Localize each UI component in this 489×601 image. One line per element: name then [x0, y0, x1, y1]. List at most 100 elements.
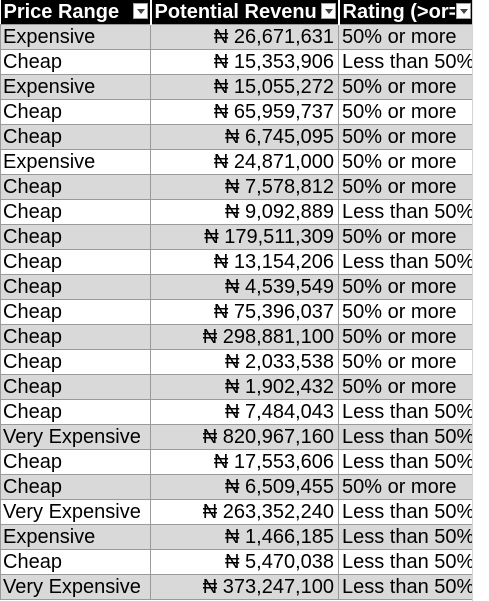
- table-row: Cheap ₦ 75,396,037 50% or more: [1, 300, 473, 325]
- price-range-cell[interactable]: Cheap: [1, 100, 151, 125]
- potential-revenue-cell[interactable]: ₦ 24,871,000: [151, 150, 339, 175]
- rating-cell[interactable]: Less than 50%: [339, 450, 473, 475]
- filter-dropdown-icon[interactable]: [456, 3, 471, 19]
- rating-cell[interactable]: Less than 50%: [339, 250, 473, 275]
- filter-dropdown-icon[interactable]: [133, 3, 148, 19]
- potential-revenue-cell[interactable]: ₦ 373,247,100: [151, 575, 339, 600]
- table-row: Expensive ₦ 15,055,272 50% or more: [1, 75, 473, 100]
- column-header-label: Rating (>or=: [343, 0, 455, 24]
- rating-cell[interactable]: Less than 50%: [339, 575, 473, 600]
- column-header-label: Price Range: [4, 0, 120, 24]
- rating-cell[interactable]: 50% or more: [339, 475, 473, 500]
- rating-cell[interactable]: 50% or more: [339, 150, 473, 175]
- potential-revenue-cell[interactable]: ₦ 75,396,037: [151, 300, 339, 325]
- potential-revenue-cell[interactable]: ₦ 5,470,038: [151, 550, 339, 575]
- price-range-cell[interactable]: Very Expensive: [1, 575, 151, 600]
- potential-revenue-cell[interactable]: ₦ 298,881,100: [151, 325, 339, 350]
- potential-revenue-cell[interactable]: ₦ 6,509,455: [151, 475, 339, 500]
- rating-cell[interactable]: 50% or more: [339, 300, 473, 325]
- table-row: Cheap ₦ 7,578,812 50% or more: [1, 175, 473, 200]
- table-body: Expensive ₦ 26,671,631 50% or more Cheap ₦ 1…: [1, 25, 473, 600]
- price-range-cell[interactable]: Expensive: [1, 25, 151, 50]
- table-row: Very Expensive ₦ 820,967,160 Less than 50%: [1, 425, 473, 450]
- column-header-potential-revenue[interactable]: Potential Revenu: [151, 0, 339, 25]
- price-range-cell[interactable]: Expensive: [1, 150, 151, 175]
- potential-revenue-cell[interactable]: ₦ 2,033,538: [151, 350, 339, 375]
- price-range-cell[interactable]: Cheap: [1, 450, 151, 475]
- table-row: Cheap ₦ 13,154,206 Less than 50%: [1, 250, 473, 275]
- potential-revenue-cell[interactable]: ₦ 7,484,043: [151, 400, 339, 425]
- column-header-label: Potential Revenu: [155, 0, 317, 24]
- potential-revenue-cell[interactable]: ₦ 7,578,812: [151, 175, 339, 200]
- table-row: Cheap ₦ 15,353,906 Less than 50%: [1, 50, 473, 75]
- table-row: Cheap ₦ 6,509,455 50% or more: [1, 475, 473, 500]
- table-row: Cheap ₦ 65,959,737 50% or more: [1, 100, 473, 125]
- rating-cell[interactable]: Less than 50%: [339, 550, 473, 575]
- table-row: Cheap ₦ 179,511,309 50% or more: [1, 225, 473, 250]
- filter-dropdown-icon[interactable]: [321, 3, 336, 19]
- price-range-cell[interactable]: Very Expensive: [1, 500, 151, 525]
- price-range-cell[interactable]: Very Expensive: [1, 425, 151, 450]
- potential-revenue-cell[interactable]: ₦ 4,539,549: [151, 275, 339, 300]
- price-range-cell[interactable]: Cheap: [1, 400, 151, 425]
- price-range-cell[interactable]: Cheap: [1, 325, 151, 350]
- potential-revenue-cell[interactable]: ₦ 820,967,160: [151, 425, 339, 450]
- potential-revenue-cell[interactable]: ₦ 1,902,432: [151, 375, 339, 400]
- price-range-cell[interactable]: Cheap: [1, 475, 151, 500]
- rating-cell[interactable]: Less than 50%: [339, 525, 473, 550]
- column-header-price-range[interactable]: Price Range: [1, 0, 151, 25]
- price-range-cell[interactable]: Expensive: [1, 525, 151, 550]
- price-range-cell[interactable]: Cheap: [1, 250, 151, 275]
- price-range-cell[interactable]: Cheap: [1, 300, 151, 325]
- rating-cell[interactable]: Less than 50%: [339, 425, 473, 450]
- rating-cell[interactable]: 50% or more: [339, 350, 473, 375]
- table-row: Expensive ₦ 24,871,000 50% or more: [1, 150, 473, 175]
- price-range-cell[interactable]: Cheap: [1, 125, 151, 150]
- price-range-cell[interactable]: Cheap: [1, 50, 151, 75]
- table-row: Cheap ₦ 5,470,038 Less than 50%: [1, 550, 473, 575]
- potential-revenue-cell[interactable]: ₦ 17,553,606: [151, 450, 339, 475]
- table-row: Cheap ₦ 4,539,549 50% or more: [1, 275, 473, 300]
- potential-revenue-cell[interactable]: ₦ 65,959,737: [151, 100, 339, 125]
- rating-cell[interactable]: 50% or more: [339, 125, 473, 150]
- rating-cell[interactable]: 50% or more: [339, 100, 473, 125]
- potential-revenue-cell[interactable]: ₦ 9,092,889: [151, 200, 339, 225]
- rating-cell[interactable]: 50% or more: [339, 75, 473, 100]
- potential-revenue-cell[interactable]: ₦ 6,745,095: [151, 125, 339, 150]
- price-range-cell[interactable]: Expensive: [1, 75, 151, 100]
- price-range-cell[interactable]: Cheap: [1, 550, 151, 575]
- potential-revenue-cell[interactable]: ₦ 26,671,631: [151, 25, 339, 50]
- price-range-cell[interactable]: Cheap: [1, 200, 151, 225]
- potential-revenue-cell[interactable]: ₦ 13,154,206: [151, 250, 339, 275]
- rating-cell[interactable]: 50% or more: [339, 25, 473, 50]
- table-row: Cheap ₦ 6,745,095 50% or more: [1, 125, 473, 150]
- price-range-cell[interactable]: Cheap: [1, 275, 151, 300]
- price-range-cell[interactable]: Cheap: [1, 350, 151, 375]
- column-header-rating[interactable]: Rating (>or=: [339, 0, 473, 25]
- table-row: Cheap ₦ 17,553,606 Less than 50%: [1, 450, 473, 475]
- table-row: Cheap ₦ 2,033,538 50% or more: [1, 350, 473, 375]
- price-range-cell[interactable]: Cheap: [1, 375, 151, 400]
- potential-revenue-cell[interactable]: ₦ 1,466,185: [151, 525, 339, 550]
- rating-cell[interactable]: 50% or more: [339, 225, 473, 250]
- table-row: Cheap ₦ 7,484,043 Less than 50%: [1, 400, 473, 425]
- column-divider: [472, 0, 473, 601]
- rating-cell[interactable]: 50% or more: [339, 375, 473, 400]
- rating-cell[interactable]: 50% or more: [339, 175, 473, 200]
- rating-cell[interactable]: Less than 50%: [339, 200, 473, 225]
- rating-cell[interactable]: 50% or more: [339, 325, 473, 350]
- rating-cell[interactable]: Less than 50%: [339, 500, 473, 525]
- table-row: Cheap ₦ 298,881,100 50% or more: [1, 325, 473, 350]
- rating-cell[interactable]: Less than 50%: [339, 50, 473, 75]
- potential-revenue-cell[interactable]: ₦ 263,352,240: [151, 500, 339, 525]
- price-range-cell[interactable]: Cheap: [1, 175, 151, 200]
- potential-revenue-cell[interactable]: ₦ 179,511,309: [151, 225, 339, 250]
- table-row: Cheap ₦ 9,092,889 Less than 50%: [1, 200, 473, 225]
- rating-cell[interactable]: 50% or more: [339, 275, 473, 300]
- table-row: Expensive ₦ 26,671,631 50% or more: [1, 25, 473, 50]
- rating-cell[interactable]: Less than 50%: [339, 400, 473, 425]
- potential-revenue-cell[interactable]: ₦ 15,055,272: [151, 75, 339, 100]
- potential-revenue-cell[interactable]: ₦ 15,353,906: [151, 50, 339, 75]
- price-range-cell[interactable]: Cheap: [1, 225, 151, 250]
